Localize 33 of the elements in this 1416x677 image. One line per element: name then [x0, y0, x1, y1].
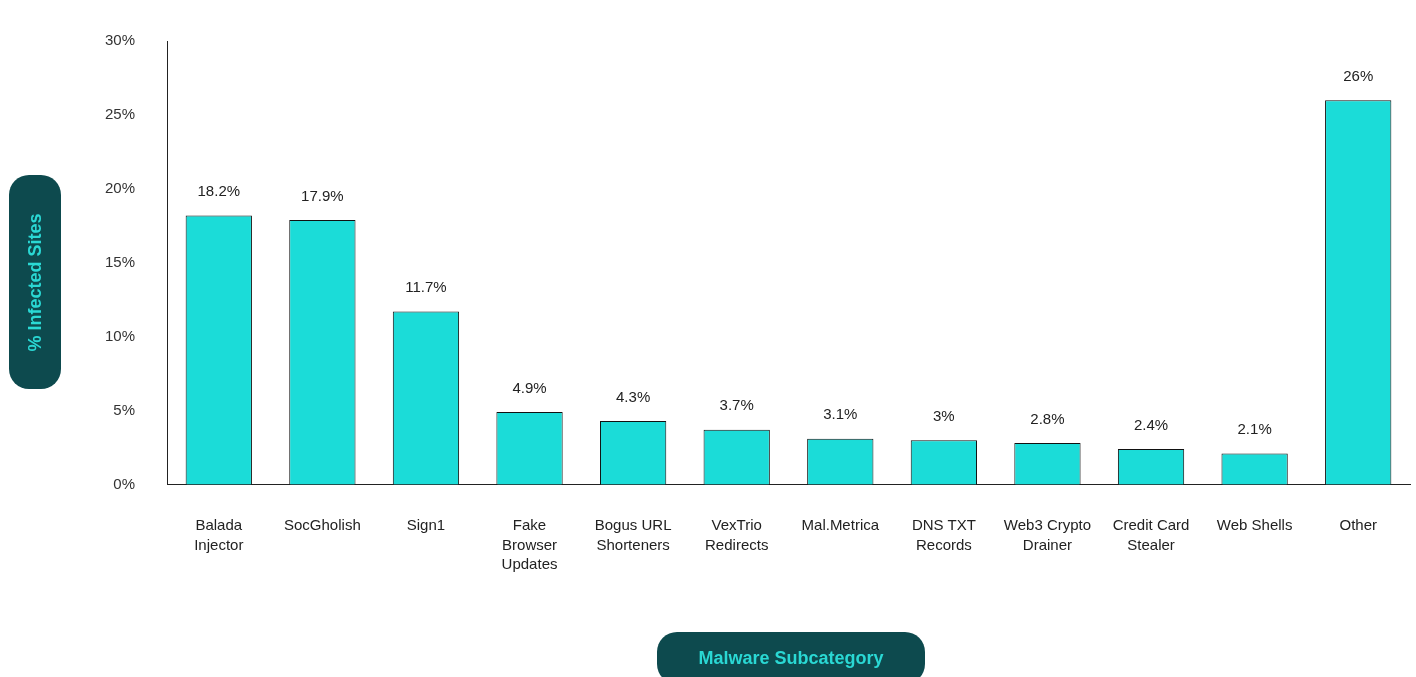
- y-tick-label: 10%: [104, 326, 135, 344]
- x-axis-title: Malware Subcategory: [698, 647, 884, 669]
- x-tick-label: Web Shells: [1216, 516, 1293, 534]
- x-tick-label: Balada Injector: [194, 516, 244, 553]
- data-label: 18.2%: [197, 182, 241, 200]
- data-label: 4.9%: [512, 378, 547, 396]
- x-tick-label: Mal.Metrica: [801, 516, 880, 534]
- y-tick-label: 25%: [104, 105, 135, 123]
- y-tick-label: 30%: [104, 31, 135, 49]
- x-tick-label: VexTrio Redirects: [705, 516, 769, 553]
- data-label: 11.7%: [405, 278, 447, 296]
- x-tick-label: Credit Card Stealer: [1112, 516, 1190, 553]
- data-label: 3.7%: [719, 396, 754, 414]
- x-tick-label: Fake Browser Updates: [501, 516, 558, 573]
- x-tick-label: DNS TXT Records: [911, 516, 976, 553]
- data-label: 2.4%: [1133, 415, 1169, 433]
- data-label: 3%: [933, 406, 955, 424]
- x-tick-label: Sign1: [406, 516, 446, 534]
- data-label: 2.8%: [1030, 409, 1065, 427]
- y-tick-label: 15%: [104, 252, 135, 270]
- y-tick-label: 0%: [113, 474, 135, 492]
- data-label: 3.1%: [823, 405, 858, 423]
- x-tick-label: Web3 Crypto Drainer: [1003, 516, 1092, 553]
- data-label: 17.9%: [301, 186, 344, 204]
- data-label: 26%: [1343, 66, 1374, 84]
- y-tick-label: 5%: [113, 400, 135, 418]
- data-label: 4.3%: [616, 387, 651, 405]
- y-axis-title: % Infected Sites: [24, 212, 46, 352]
- x-tick-label: SocGholish: [284, 516, 361, 534]
- x-tick-label: Bogus URL Shorteners: [594, 516, 672, 553]
- x-tick-label: Other: [1339, 516, 1377, 534]
- y-tick-label: 20%: [104, 178, 135, 196]
- data-label: 2.1%: [1237, 420, 1272, 438]
